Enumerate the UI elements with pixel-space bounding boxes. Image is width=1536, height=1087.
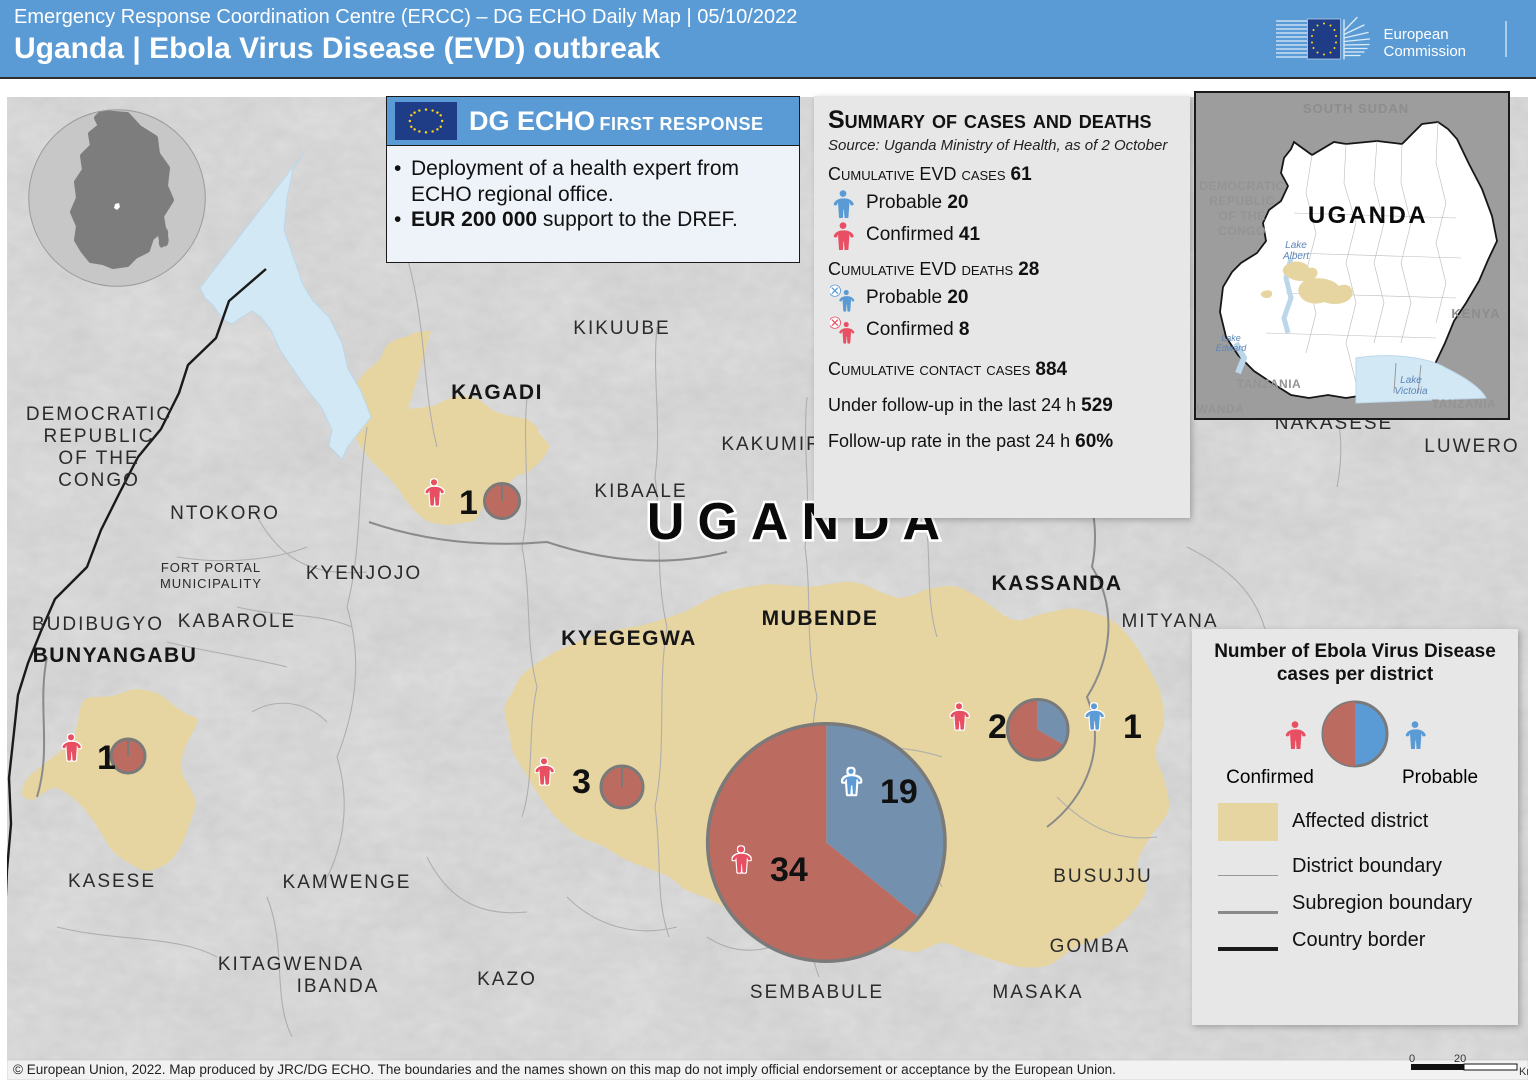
svg-text:Lake: Lake xyxy=(1221,333,1241,343)
svg-text:TANZANIA: TANZANIA xyxy=(1432,397,1496,411)
svg-text:KENYA: KENYA xyxy=(1451,306,1500,321)
svg-text:UGANDA: UGANDA xyxy=(1308,202,1428,229)
svg-text:Victoria: Victoria xyxy=(1394,386,1428,397)
svg-text:CONGO: CONGO xyxy=(1218,224,1266,238)
svg-text:Albert: Albert xyxy=(1282,251,1310,262)
svg-text:DEMOCRATIC: DEMOCRATIC xyxy=(1199,179,1284,193)
svg-text:OF THE: OF THE xyxy=(1219,209,1266,223)
svg-text:TANZANIA: TANZANIA xyxy=(1237,377,1301,391)
svg-text:Commission: Commission xyxy=(1384,43,1467,60)
svg-text:REPUBLIC: REPUBLIC xyxy=(1209,194,1274,208)
svg-text:European: European xyxy=(1384,26,1449,43)
svg-text:Lake: Lake xyxy=(1400,375,1422,386)
svg-text:Lake: Lake xyxy=(1285,240,1307,251)
svg-text:RWANDA: RWANDA xyxy=(1196,402,1244,416)
svg-text:SOUTH SUDAN: SOUTH SUDAN xyxy=(1303,101,1409,116)
svg-text:Edward: Edward xyxy=(1216,343,1248,353)
